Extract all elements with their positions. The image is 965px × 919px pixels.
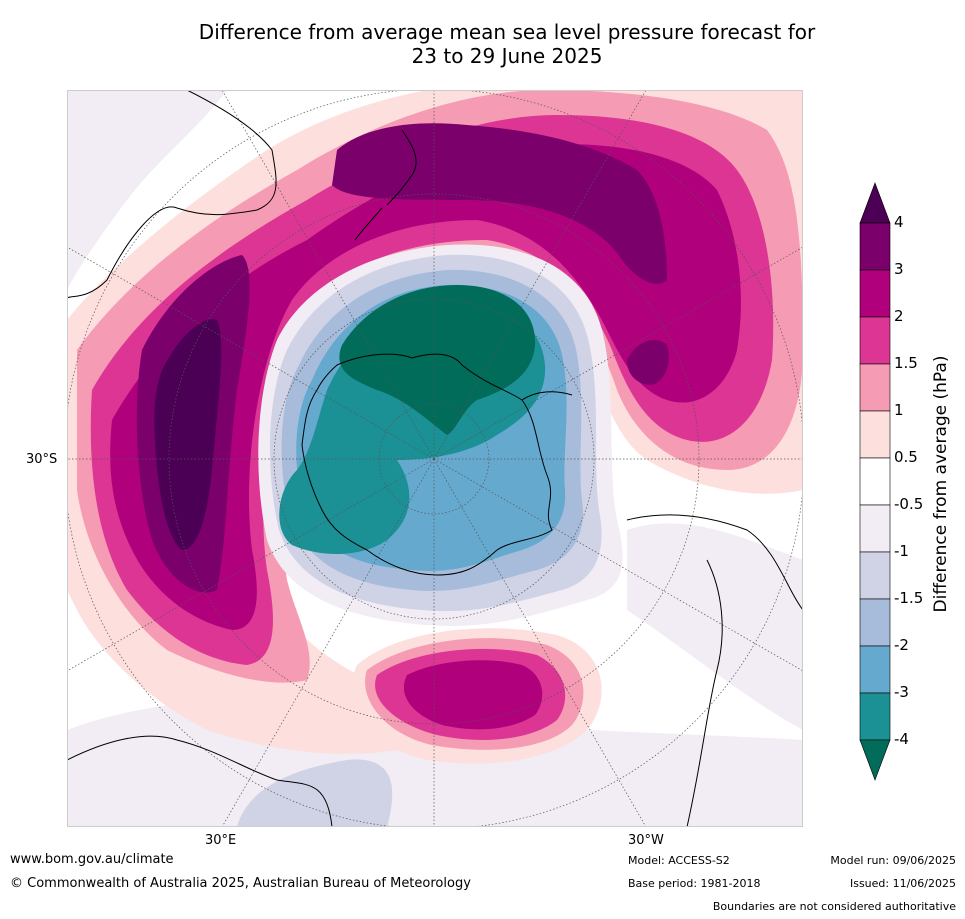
colorbar-band [859,692,891,741]
southern-africa-coast [67,735,333,827]
colorbar-tick-label: 3 [894,260,904,278]
contour-minus0_5-nw [67,90,227,290]
colorbar-tick-label: -1.5 [894,589,924,607]
australia-coast [67,90,277,299]
colorbar-tick-label: -2 [894,636,909,654]
footer-issued: Issued: 11/06/2025 [849,877,956,890]
contour-minus4-center [339,285,536,435]
footer-copyright: © Commonwealth of Australia 2025, Austra… [10,876,471,891]
colorbar-bottom-arrow [859,739,891,781]
colorbar [850,180,900,785]
lat-label-30s: 30°S [26,452,58,467]
colorbar-tick-label: -4 [894,730,909,748]
coastlines [67,90,803,827]
antarctica-coast [301,353,553,576]
colorbar-band [859,551,891,600]
south-america-coast [626,514,803,827]
new-zealand-north [386,129,417,206]
footer-disclaimer: Boundaries are not considered authoritat… [712,900,956,913]
contour-minus1-sw [237,759,393,827]
colorbar-tick-label: 1 [894,401,904,419]
colorbar-title: Difference from average (hPa) [931,355,951,613]
footer-model-run: Model run: 09/06/2025 [830,854,956,867]
title-line-2: 23 to 29 June 2025 [411,44,603,68]
footer-model: Model: ACCESS-S2 [628,854,730,867]
colorbar-band [859,222,891,271]
colorbar-band [859,316,891,365]
footer-website[interactable]: www.bom.gov.au/climate [10,852,174,867]
contour-minus0_5-ne [627,523,803,730]
title-line-1: Difference from average mean sea level p… [198,20,816,44]
colorbar-band [859,504,891,553]
colorbar-band [859,457,891,506]
contour-plus2-band [110,144,741,630]
colorbar-tick-label: 0.5 [894,448,918,466]
map-frame [67,90,803,827]
new-zealand-south [354,207,383,241]
colorbar-top-arrow [859,182,891,224]
pressure-anomaly-map [67,90,803,827]
lon-label-30w: 30°W [628,833,664,848]
colorbar-tick-label: 1.5 [894,354,918,372]
chart-title: Difference from average mean sea level p… [0,20,965,68]
colorbar-tick-label: -0.5 [894,495,924,513]
colorbar-band [859,410,891,459]
contour-plus2-south [403,660,543,730]
graticule [67,90,803,827]
colorbar-band [859,598,891,647]
lon-label-30e: 30°E [205,833,237,848]
footer-base-period: Base period: 1981-2018 [628,877,761,890]
colorbar-band [859,363,891,412]
colorbar-band [859,645,891,694]
contour-plus3-east [627,340,669,385]
colorbar-tick-label: -1 [894,542,909,560]
colorbar-tick-label: 4 [894,213,904,231]
colorbar-tick-label: 2 [894,307,904,325]
antarctic-peninsula [521,391,573,401]
colorbar-tick-label: -3 [894,683,909,701]
colorbar-band [859,269,891,318]
